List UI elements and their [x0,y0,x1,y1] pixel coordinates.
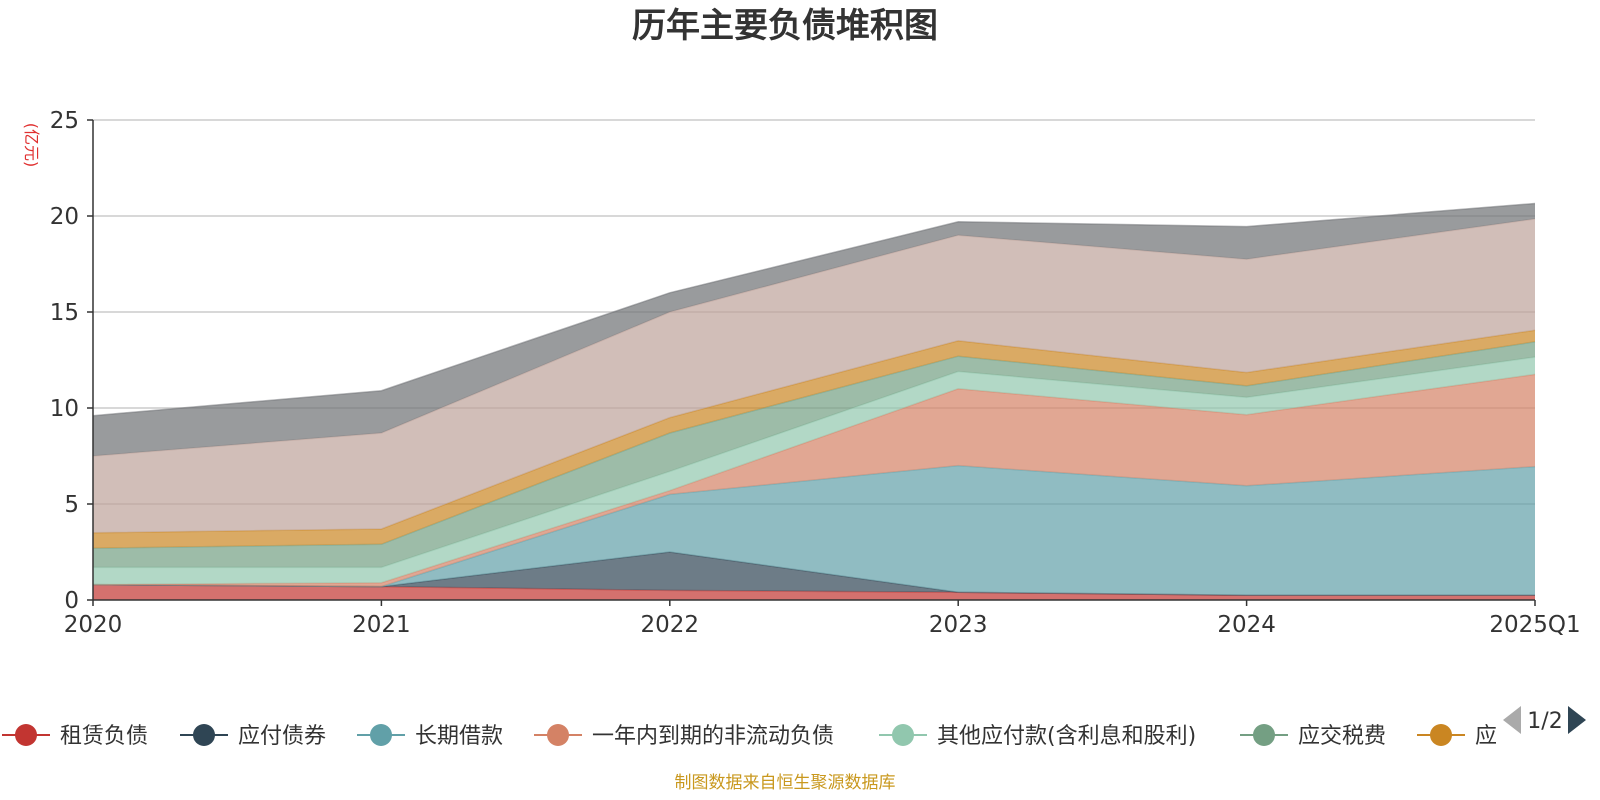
legend-pager[interactable]: 1/2 [1503,706,1586,734]
legend-item-4[interactable]: 其他应付款(含利息和股利) [879,724,1196,749]
y-tick-label: 10 [50,396,79,422]
y-tick-label: 15 [50,300,79,326]
legend-circle-marker [1253,724,1275,746]
legend-item-0[interactable]: 租赁负债 [2,724,148,749]
x-tick-label: 2020 [64,612,123,638]
legend-item-3[interactable]: 一年内到期的非流动负债 [534,724,834,749]
legend-item-6[interactable]: 应 [1417,724,1497,749]
legend-label: 应交税费 [1298,724,1386,749]
x-tick-label: 2023 [929,612,988,638]
y-tick-label: 20 [50,204,79,230]
legend-page-indicator: 1/2 [1527,709,1562,734]
legend-circle-marker [370,724,392,746]
y-tick-label: 0 [64,588,79,614]
axes: 0 5 10 15 20 25 2020 2021 2022 2023 2024 2025Q1 [50,108,1581,638]
legend-item-5[interactable]: 应交税费 [1240,724,1386,749]
chart-title: 历年主要负债堆积图 [632,6,938,46]
legend-circle-marker [892,724,914,746]
x-tick-label: 2025Q1 [1489,612,1580,638]
x-tick-label: 2024 [1217,612,1276,638]
legend-circle-marker [1430,724,1452,746]
area-series-1[interactable] [93,552,1535,596]
legend-item-2[interactable]: 长期借款 [357,724,503,749]
x-tick-label: 2022 [641,612,700,638]
y-tick-label: 5 [64,492,79,518]
legend-label: 应 [1475,724,1497,749]
area-series-4[interactable] [93,357,1535,585]
y-axis-unit-label: (亿元) [22,123,41,168]
y-tick-label: 25 [50,108,79,134]
area-series-line-6 [92,329,1536,534]
area-series-0[interactable] [93,584,1535,600]
legend-label: 租赁负债 [60,724,148,749]
x-tick-label: 2021 [352,612,411,638]
legend-circle-marker [15,724,37,746]
data-source-note: 制图数据来自恒生聚源数据库 [675,773,896,793]
area-series [92,202,1536,600]
legend[interactable]: 租赁负债 应付债券 长期借款 一年内到期的非流动负债 其他应付款(含利息和股利) 应交税费… [2,724,1497,749]
legend-label: 长期借款 [415,724,503,749]
legend-item-1[interactable]: 应付债券 [180,724,326,749]
legend-next-page-icon[interactable] [1568,706,1586,734]
area-series-3[interactable] [93,374,1535,587]
legend-circle-marker [193,724,215,746]
area-series-8[interactable] [93,203,1535,457]
legend-prev-page-icon[interactable] [1503,706,1521,734]
legend-label: 应付债券 [238,724,326,749]
area-series-line-8 [92,202,1536,417]
area-series-7[interactable] [93,218,1535,533]
legend-circle-marker [547,724,569,746]
legend-label: 其他应付款(含利息和股利) [937,724,1196,749]
area-series-2[interactable] [93,465,1535,596]
legend-label: 一年内到期的非流动负债 [592,724,834,749]
